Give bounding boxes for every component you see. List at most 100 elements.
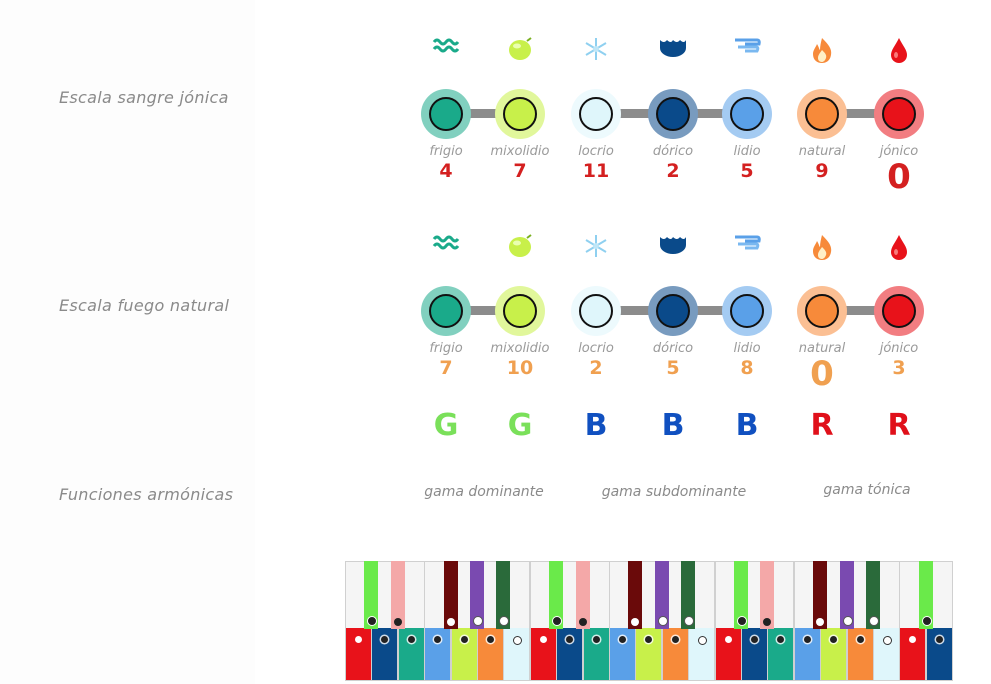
piano-black-key[interactable] [813,561,828,629]
key-marker-dot [434,636,442,643]
key-marker-dot [355,636,362,643]
harmonic-letter-g: G [433,408,459,443]
mode-node-6[interactable] [874,286,924,336]
mode-node-4[interactable] [722,286,772,336]
mode-number: 7 [513,160,527,182]
key-marker-dot [407,636,415,643]
mode-node-inner [805,97,839,131]
harmonic-letter-b: B [661,408,685,443]
mode-node-inner [503,294,537,328]
piano-black-key[interactable] [760,561,775,629]
key-marker-dot [737,616,747,626]
mode-number: 5 [666,357,680,379]
key-marker-dot [552,616,563,626]
key-marker-dot [935,636,943,643]
piano-black-key[interactable] [390,561,405,629]
mode-connector [446,109,520,118]
key-marker-dot [578,618,587,626]
key-marker-dot [487,636,494,643]
wind-icon [732,36,762,66]
piano-black-key[interactable] [470,561,484,629]
key-marker-dot [698,636,708,645]
key-marker-dot [460,636,468,643]
key-marker-dot [842,616,853,626]
piano-black-key[interactable] [918,561,933,629]
piano-black-key[interactable] [443,561,458,629]
harmonic-letter-r: R [810,408,834,443]
mode-node-inner [882,294,916,328]
key-marker-dot [393,618,402,626]
gama-dominante-label: gama dominante [424,484,544,500]
key-marker-dot [856,636,864,643]
mode-node-5[interactable] [797,89,847,139]
piano-black-key[interactable] [575,561,590,629]
mode-name: natural [798,144,846,159]
mode-node-inner [503,97,537,131]
mode-node-5[interactable] [797,286,847,336]
row-label-scale-fuego: Escala fuego natural [59,296,230,315]
mode-node-3[interactable] [648,89,698,139]
key-marker-dot [446,618,455,626]
harmonic-letter-g: G [507,408,533,443]
lime-icon [505,233,535,263]
key-marker-dot [684,616,695,626]
fire-icon [807,233,837,263]
piano-black-key[interactable] [654,561,669,629]
mode-number: 8 [740,357,754,379]
key-marker-dot [830,636,838,643]
piano-black-key[interactable] [549,561,564,629]
mode-name: natural [798,341,846,356]
mode-node-inner [882,97,916,131]
mode-number: 3 [892,357,906,379]
piano-black-key[interactable] [734,561,748,629]
piano-black-key[interactable] [364,561,379,629]
key-marker-dot [592,636,600,643]
piano-black-key[interactable] [628,561,643,629]
mode-node-inner [579,294,613,328]
blood-drop-icon [884,36,914,66]
row-label-scale-sangre: Escala sangre jónica [59,88,229,107]
mode-number: 5 [740,160,754,182]
mode-node-1[interactable] [495,89,545,139]
lime-icon [505,36,535,66]
mode-node-4[interactable] [722,89,772,139]
key-marker-dot [883,636,892,645]
piano-keyboard [345,561,953,681]
sea-icon [658,233,688,263]
fire-icon [807,36,837,66]
mode-node-6[interactable] [874,89,924,139]
mode-connector [596,109,673,118]
blood-drop-icon [884,233,914,263]
mode-name: locrio [578,341,614,356]
key-marker-dot [539,636,547,643]
key-marker-dot [869,616,879,626]
mode-connector [822,306,899,315]
mode-node-1[interactable] [495,286,545,336]
piano-black-key[interactable] [839,561,854,629]
harmonic-letter-b: B [584,408,608,443]
snowflake-icon [581,233,611,263]
key-marker-dot [499,616,510,626]
key-marker-dot [631,618,640,626]
mode-node-inner [429,294,463,328]
key-marker-dot [751,636,758,643]
mode-name: locrio [578,144,614,159]
piano-black-key[interactable] [866,561,880,629]
key-marker-dot [724,636,732,643]
sea-icon [658,36,688,66]
mode-number: 0 [887,157,911,197]
gama-subdominante-label: gama subdominante [601,484,747,500]
mode-node-2[interactable] [571,286,621,336]
mode-node-0[interactable] [421,286,471,336]
mode-number: 9 [815,160,829,182]
piano-black-key[interactable] [496,561,511,629]
mode-node-inner [805,294,839,328]
piano-black-key[interactable] [681,561,696,629]
mode-connector [673,306,747,315]
mode-node-3[interactable] [648,286,698,336]
gama-tonica-label: gama tónica [823,482,911,498]
mode-node-inner [730,97,764,131]
mode-node-2[interactable] [571,89,621,139]
key-marker-dot [816,618,825,626]
mode-node-0[interactable] [421,89,471,139]
